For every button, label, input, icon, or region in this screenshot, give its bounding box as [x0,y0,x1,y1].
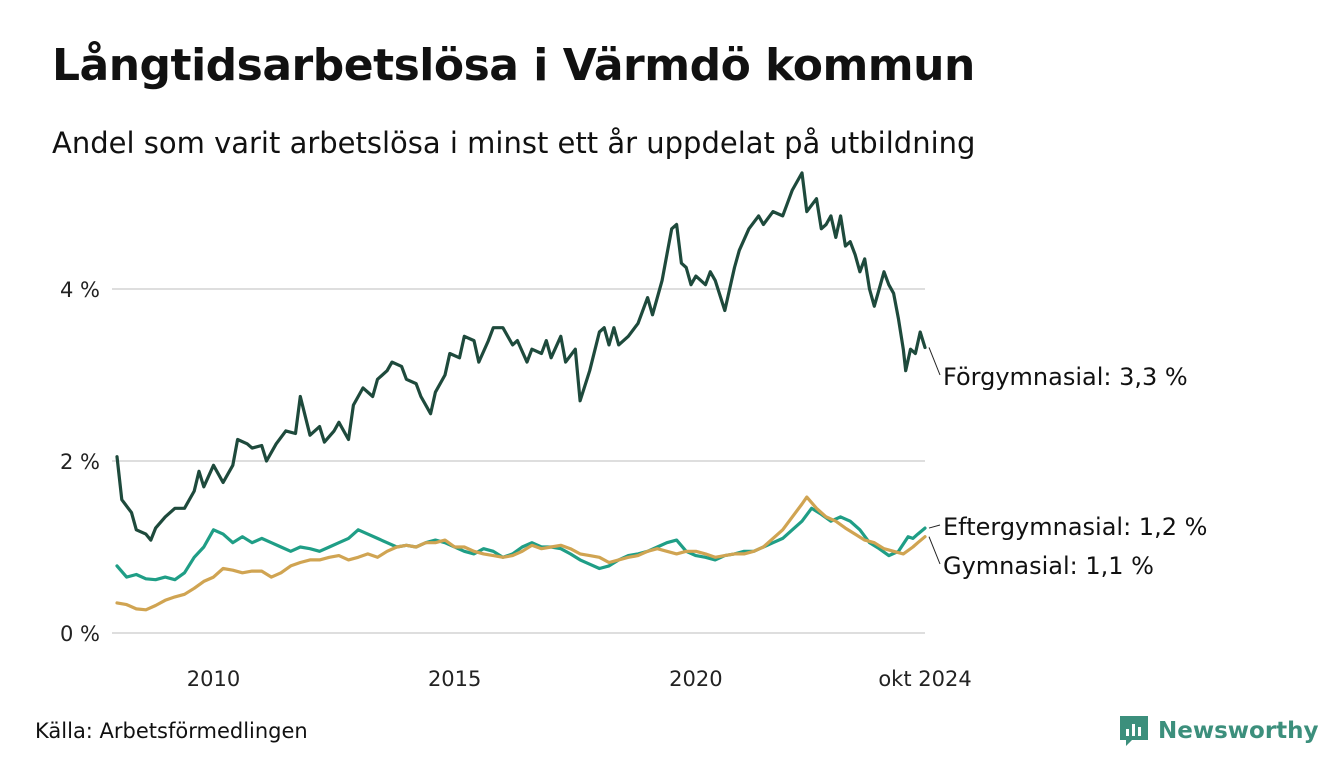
label-leader-line [928,347,941,376]
series-lines [115,171,927,612]
chart-subtitle: Andel som varit arbetslösa i minst ett å… [52,126,976,160]
line-chart: 0 % 2 % 4 % 2010 2015 2020 okt 2024 Förgymnas… [60,171,1207,691]
chart-title: Långtidsarbetslösa i Värmdö kommun [52,40,975,91]
y-tick-label: 4 % [60,278,100,302]
series-label-eftergymnasial: Eftergymnasial: 1,2 % [943,513,1207,541]
x-tick-label: 2015 [428,667,481,691]
gridlines [112,288,925,634]
series-line-eftergymnasial [115,506,927,582]
series-label-förgymnasial: Förgymnasial: 3,3 % [943,363,1188,391]
series-line-förgymnasial [115,171,927,542]
source-note: Källa: Arbetsförmedlingen [35,719,308,743]
x-axis-tick-labels: 2010 2015 2020 okt 2024 [187,667,972,691]
series-line-gymnasial [115,495,927,612]
x-tick-label: 2010 [187,667,240,691]
newsworthy-logo-icon [1120,716,1148,746]
series-label-gymnasial: Gymnasial: 1,1 % [943,552,1154,580]
x-tick-label: 2020 [669,667,722,691]
y-tick-label: 2 % [60,450,100,474]
brand-name: Newsworthy [1158,718,1319,744]
newsworthy-brand: Newsworthy [1118,714,1319,748]
y-axis-tick-labels: 0 % 2 % 4 % [60,278,100,646]
label-leader-line [928,524,941,529]
y-tick-label: 0 % [60,622,100,646]
label-leader-line [928,536,941,565]
x-tick-label: okt 2024 [878,667,971,691]
series-end-labels: Förgymnasial: 3,3 % Eftergymnasial: 1,2 %… [928,347,1207,580]
